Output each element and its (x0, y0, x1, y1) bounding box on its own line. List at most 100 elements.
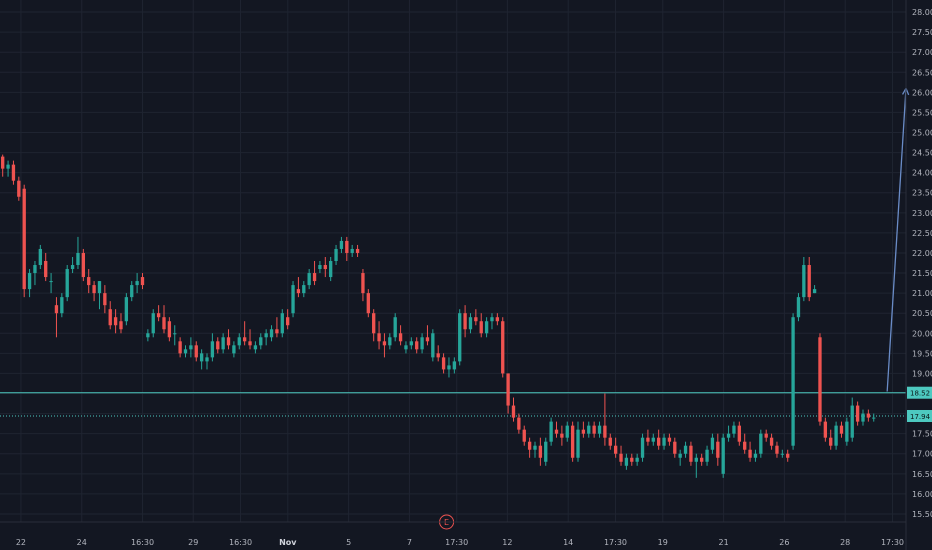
candle (372, 309, 376, 342)
price-tick-label: 24.50 (912, 149, 932, 158)
candle (527, 437, 532, 458)
time-tick-label: 19 (658, 538, 668, 547)
candle (581, 421, 586, 438)
candle-body (780, 453, 784, 455)
time-tick-label: 17:30 (881, 538, 904, 547)
candle (640, 433, 645, 462)
candle-body (388, 337, 392, 346)
time-tick-label: 21 (718, 538, 728, 547)
candle-body (533, 445, 537, 450)
candle (726, 425, 731, 442)
candle-body (17, 180, 21, 197)
candle (619, 445, 623, 466)
candle-body (694, 457, 698, 462)
time-tick-label: 16:30 (131, 538, 154, 547)
candle-body (216, 341, 220, 350)
candle (388, 333, 392, 350)
candle-body (76, 252, 80, 266)
candle (345, 236, 349, 261)
candle (818, 333, 822, 426)
candle-body (38, 248, 42, 266)
candle (60, 293, 64, 318)
candle-body (431, 333, 435, 358)
candle-body (592, 425, 596, 434)
candle (769, 433, 774, 450)
price-tick-label: 27.00 (912, 48, 932, 57)
candle (538, 437, 543, 466)
candle-body (748, 449, 752, 458)
candle-body (269, 329, 274, 338)
candle-body (27, 273, 32, 290)
candle-body (377, 333, 381, 342)
candle-body (640, 437, 645, 458)
candle (210, 333, 215, 362)
candle-body (151, 313, 155, 334)
candle-body (662, 437, 666, 446)
candle (124, 293, 129, 326)
candle-body (11, 164, 16, 181)
candle (81, 248, 86, 282)
candle-body (156, 313, 161, 318)
price-axis[interactable]: 28.00 27.50 27.00 26.50 26.00 25.50 25.00 24.50… (905, 0, 932, 550)
candle (441, 353, 446, 374)
candle-body (560, 433, 564, 438)
candle (70, 256, 75, 274)
candle (366, 289, 370, 318)
candle (436, 345, 440, 362)
candle-body (393, 317, 397, 338)
candle-body (511, 405, 516, 418)
candle-body (87, 277, 91, 286)
candle (743, 433, 747, 454)
candle-body (237, 337, 241, 346)
candle-body (845, 421, 849, 442)
price-tag (907, 386, 932, 399)
time-axis[interactable]: 22 24 16:30 29 16:30 Nov 5 7 17:30 12 14 17:30 19 21 2… (0, 521, 906, 547)
candle (1, 154, 5, 177)
candle (753, 449, 758, 462)
time-tick-label: 28 (840, 538, 850, 547)
candle (355, 244, 360, 257)
candle-body (232, 345, 236, 354)
candle-body (312, 273, 317, 282)
candle (791, 313, 795, 450)
price-tick-label: 21.50 (912, 269, 932, 278)
candle (398, 325, 403, 346)
candle-body (366, 293, 370, 314)
price-tick-label: 24.00 (912, 169, 932, 178)
candle-body (807, 265, 811, 298)
candle (269, 325, 274, 342)
candle (501, 317, 505, 378)
candle-body (334, 248, 338, 261)
candle (565, 421, 569, 442)
candle-body (372, 313, 376, 334)
candle-body (565, 425, 569, 438)
candle (119, 313, 123, 334)
candle-body (178, 341, 182, 354)
candle (576, 421, 580, 462)
candle (33, 261, 37, 286)
candle-body (651, 437, 655, 442)
candle (54, 297, 59, 338)
candle-body (823, 421, 828, 438)
time-tick-label: 22 (16, 538, 26, 547)
candle-body (597, 425, 602, 434)
candle-body (468, 317, 473, 330)
candle-body (624, 457, 629, 466)
time-tick-label: 17:30 (604, 538, 627, 547)
candle (22, 184, 26, 298)
candle-body (700, 457, 704, 462)
candle-body (103, 293, 107, 306)
candle-body (834, 425, 838, 446)
candle-body (97, 281, 102, 294)
candle (199, 349, 204, 370)
candle-body (850, 405, 854, 438)
candle (716, 433, 720, 466)
candle (49, 273, 53, 294)
candle (296, 277, 301, 298)
candle-body (275, 329, 279, 334)
candle (667, 433, 672, 446)
candle (221, 333, 225, 354)
candle (802, 256, 806, 302)
